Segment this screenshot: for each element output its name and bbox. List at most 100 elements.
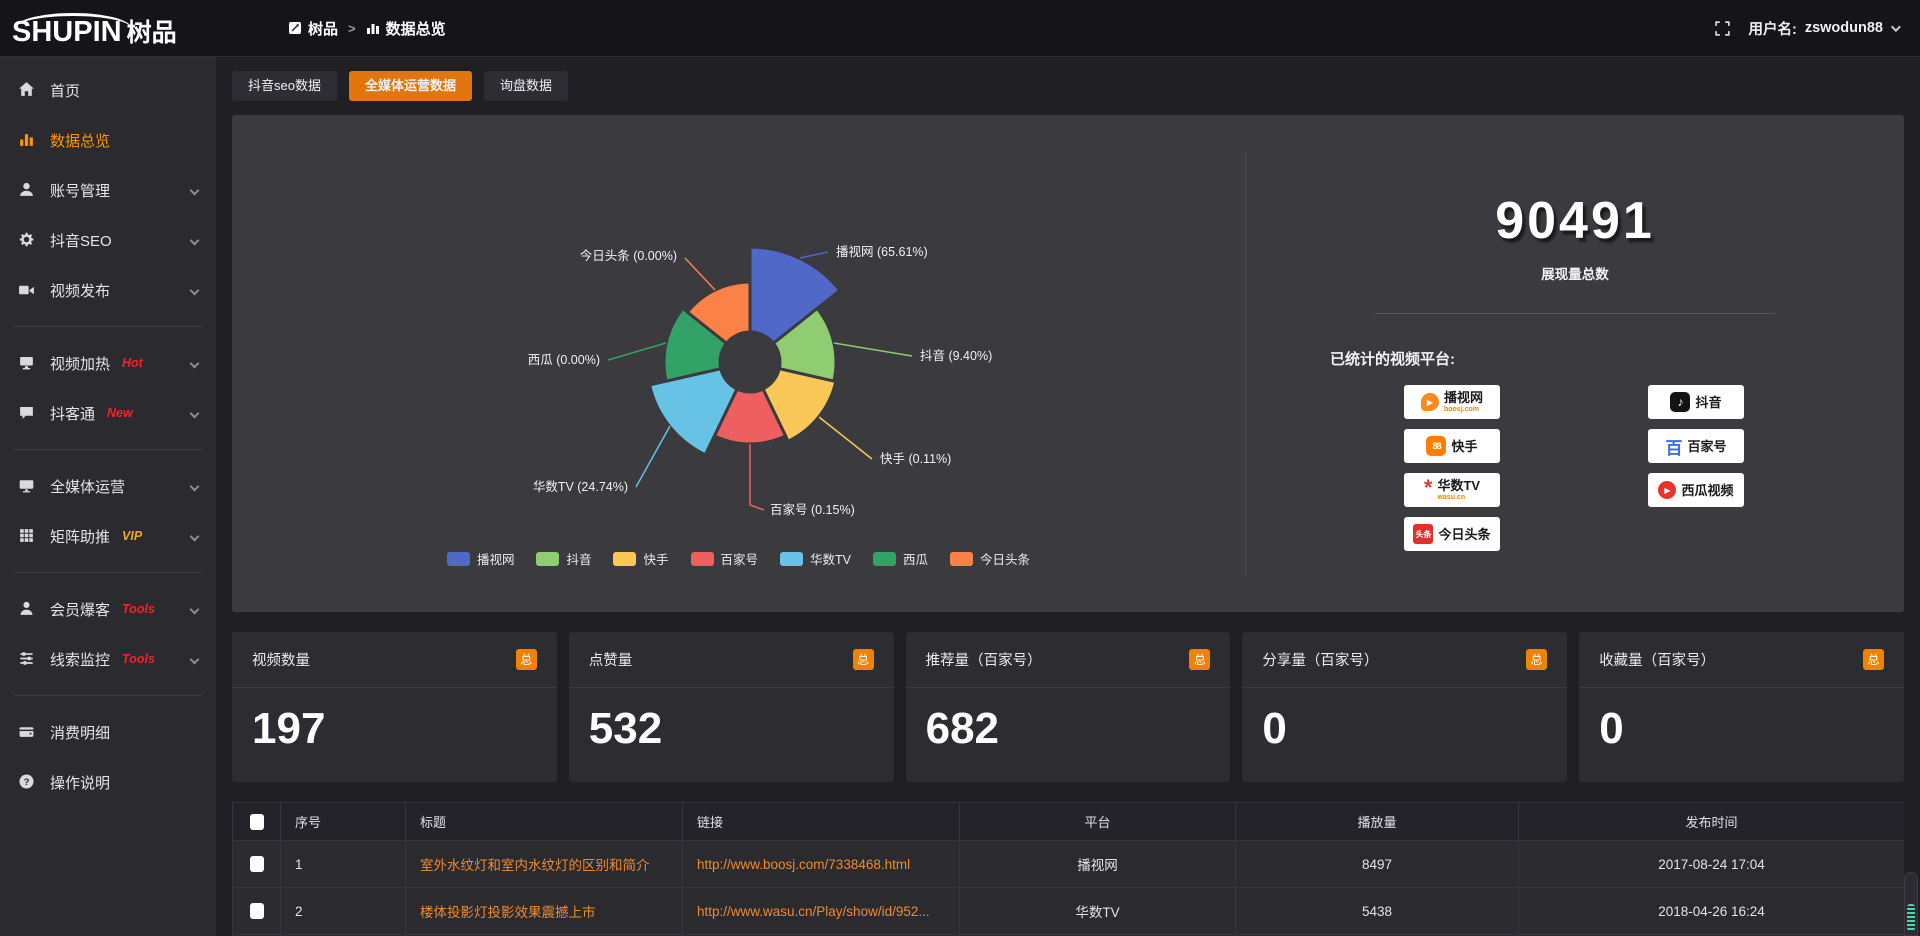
- sidebar-divider: [14, 326, 202, 327]
- stat-card-title: 推荐量（百家号）: [925, 653, 1042, 669]
- sidebar-item-badge: Tools: [122, 652, 155, 666]
- cell-link[interactable]: http://www.boosj.com/7338468.html: [682, 840, 960, 888]
- pie-slice-播视网[interactable]: [748, 245, 843, 346]
- cell-link[interactable]: http://www.wasu.cn/Play/show/id/952...: [682, 887, 960, 935]
- sidebar-item-13[interactable]: 线索监控 Tools: [0, 634, 216, 684]
- table-body: 1 室外水纹灯和室内水纹灯的区别和简介 http://www.boosj.com/7…: [232, 840, 1904, 936]
- row-checkbox[interactable]: [249, 903, 264, 920]
- sidebar-item-3[interactable]: 抖音SEO: [0, 215, 216, 265]
- tab-1[interactable]: 全媒体运营数据: [348, 71, 472, 101]
- user-menu[interactable]: 用户名: zswodun88: [1749, 18, 1901, 39]
- legend-swatch: [780, 551, 804, 566]
- platform-badges-left: ▶ 播视网 boosj.com 88 快手 * 华数TV wasu.cn 头条 今日头条: [1404, 385, 1500, 551]
- data-tabs: 抖音seo数据 全媒体运营数据 询盘数据: [232, 71, 1904, 101]
- stat-card-title: 收藏量（百家号）: [1599, 653, 1716, 669]
- platform-name: 抖音: [1695, 394, 1722, 410]
- wallet-icon: [18, 723, 36, 741]
- pie-slice-西瓜[interactable]: [662, 306, 729, 383]
- col-header-播放量: 播放量: [1235, 802, 1519, 841]
- stat-card-1: 点赞量 总 532: [568, 632, 894, 782]
- stat-card-4: 收藏量（百家号） 总 0: [1579, 632, 1904, 782]
- sidebar-item-7[interactable]: 抖客通 New: [0, 388, 216, 438]
- sidebar-item-label: 会员爆客: [50, 601, 111, 619]
- cell-no: 1: [280, 840, 406, 888]
- fullscreen-icon[interactable]: [1714, 20, 1731, 37]
- legend-label: 快手: [643, 553, 669, 567]
- stat-cards-row: 视频数量总 197 点赞量总 532 推荐量（百家号）总 682 分享量（百家号）总 0 收藏量…: [232, 632, 1904, 782]
- sidebar-item-15[interactable]: 消费明细: [0, 707, 216, 757]
- stat-card-value: 0: [1599, 704, 1624, 753]
- pie-label-line: [684, 257, 716, 291]
- chevron-down-icon: [189, 285, 200, 295]
- table-row-1: 1 室外水纹灯和室内水纹灯的区别和简介 http://www.boosj.com/7…: [232, 840, 1904, 888]
- legend-item-西瓜[interactable]: 西瓜: [873, 549, 928, 568]
- pie-label-line: [635, 425, 671, 488]
- col-header-序号: 序号: [280, 802, 406, 841]
- platform-name: 今日头条: [1438, 526, 1491, 542]
- cell-platform: 华数TV: [959, 887, 1236, 935]
- total-badge: 总: [1189, 649, 1211, 670]
- stat-card-title: 点赞量: [588, 653, 633, 669]
- breadcrumb-home[interactable]: 树品: [288, 18, 338, 39]
- wasu-logo-icon: *: [1423, 475, 1433, 500]
- main-content: 抖音seo数据 全媒体运营数据 询盘数据 播视网 (65.61%) 抖音 (9.40%…: [216, 57, 1920, 936]
- legend-swatch: [613, 551, 637, 566]
- top-header: SHUPIN 树品 树品 > 数据总览 用户名: zswodun88: [0, 0, 1920, 57]
- sidebar-item-1[interactable]: 数据总览: [0, 115, 216, 165]
- select-all-checkbox[interactable]: [249, 813, 264, 830]
- pie-slice-今日头条[interactable]: [685, 280, 752, 346]
- sidebar-item-12[interactable]: 会员爆客 Tools: [0, 584, 216, 634]
- cell-title[interactable]: 楼体投影灯投影效果震撼上市: [405, 887, 683, 935]
- legend-swatch: [536, 551, 560, 566]
- video-table: 序号 标题 链接 平台 播放量 发布时间 1 室外水纹灯和室内水纹灯的区别和简介 http:/…: [232, 802, 1904, 936]
- cell-platform: 播视网: [959, 840, 1236, 888]
- legend-item-今日头条[interactable]: 今日头条: [950, 549, 1030, 568]
- table-header-row: 序号 标题 链接 平台 播放量 发布时间: [232, 802, 1904, 841]
- cell-title[interactable]: 室外水纹灯和室内水纹灯的区别和简介: [405, 840, 683, 888]
- legend-label: 播视网: [476, 553, 515, 567]
- legend-item-华数TV[interactable]: 华数TV: [780, 549, 851, 568]
- platform-badge-播视网: ▶ 播视网 boosj.com: [1404, 385, 1500, 419]
- breadcrumb-current[interactable]: 数据总览: [366, 18, 446, 39]
- stat-card-value: 0: [1262, 704, 1287, 753]
- pie-slice-快手[interactable]: [761, 366, 838, 444]
- stat-card-title: 分享量（百家号）: [1262, 653, 1379, 669]
- legend-item-快手[interactable]: 快手: [613, 549, 669, 568]
- tab-2[interactable]: 询盘数据: [483, 71, 568, 101]
- chevron-down-icon: [189, 481, 200, 491]
- legend-item-播视网[interactable]: 播视网: [446, 549, 515, 568]
- pie-label-播视网: 播视网 (65.61%): [836, 244, 928, 259]
- page-scrollbar[interactable]: [1904, 872, 1918, 936]
- username-value: zswodun88: [1804, 20, 1883, 36]
- sidebar-item-6[interactable]: 视频加热 Hot: [0, 338, 216, 388]
- sidebar-item-badge: Tools: [122, 602, 155, 616]
- sidebar-item-10[interactable]: 矩阵助推 VIP: [0, 511, 216, 561]
- legend-item-抖音[interactable]: 抖音: [536, 549, 591, 568]
- video-table-wrap: 序号 标题 链接 平台 播放量 发布时间 1 室外水纹灯和室内水纹灯的区别和简介 http:/…: [232, 802, 1904, 936]
- summary-area: 90491 展现量总数 已统计的视频平台: ▶ 播视网 boosj.com 88 快手 *…: [1246, 115, 1904, 612]
- filter-icon: [18, 650, 36, 668]
- row-checkbox[interactable]: [249, 856, 264, 873]
- sidebar-item-4[interactable]: 视频发布: [0, 265, 216, 315]
- heat-icon: [18, 354, 36, 372]
- chart-icon: [18, 131, 36, 149]
- sidebar-item-9[interactable]: 全媒体运营: [0, 461, 216, 511]
- sidebar-item-2[interactable]: 账号管理: [0, 165, 216, 215]
- scrollbar-thumb[interactable]: [1907, 904, 1915, 931]
- sidebar-item-16[interactable]: ? 操作说明: [0, 757, 216, 807]
- window-edit-icon: [289, 22, 301, 34]
- legend-item-百家号[interactable]: 百家号: [690, 549, 759, 568]
- legend-label: 百家号: [720, 553, 759, 567]
- tab-0[interactable]: 抖音seo数据: [232, 71, 337, 101]
- legend-label: 华数TV: [810, 553, 851, 567]
- sidebar-item-label: 数据总览: [50, 132, 111, 150]
- cell-time: [1518, 934, 1904, 936]
- breadcrumb: 树品 > 数据总览: [288, 18, 446, 39]
- platform-name: 华数TV: [1437, 478, 1481, 493]
- chevron-down-icon: [189, 604, 200, 614]
- sidebar-item-0[interactable]: 首页: [0, 65, 216, 115]
- svg-text:?: ?: [24, 777, 30, 788]
- total-badge: 总: [515, 649, 537, 670]
- sidebar-divider: [14, 695, 202, 696]
- pie-slice-华数TV[interactable]: [647, 366, 739, 457]
